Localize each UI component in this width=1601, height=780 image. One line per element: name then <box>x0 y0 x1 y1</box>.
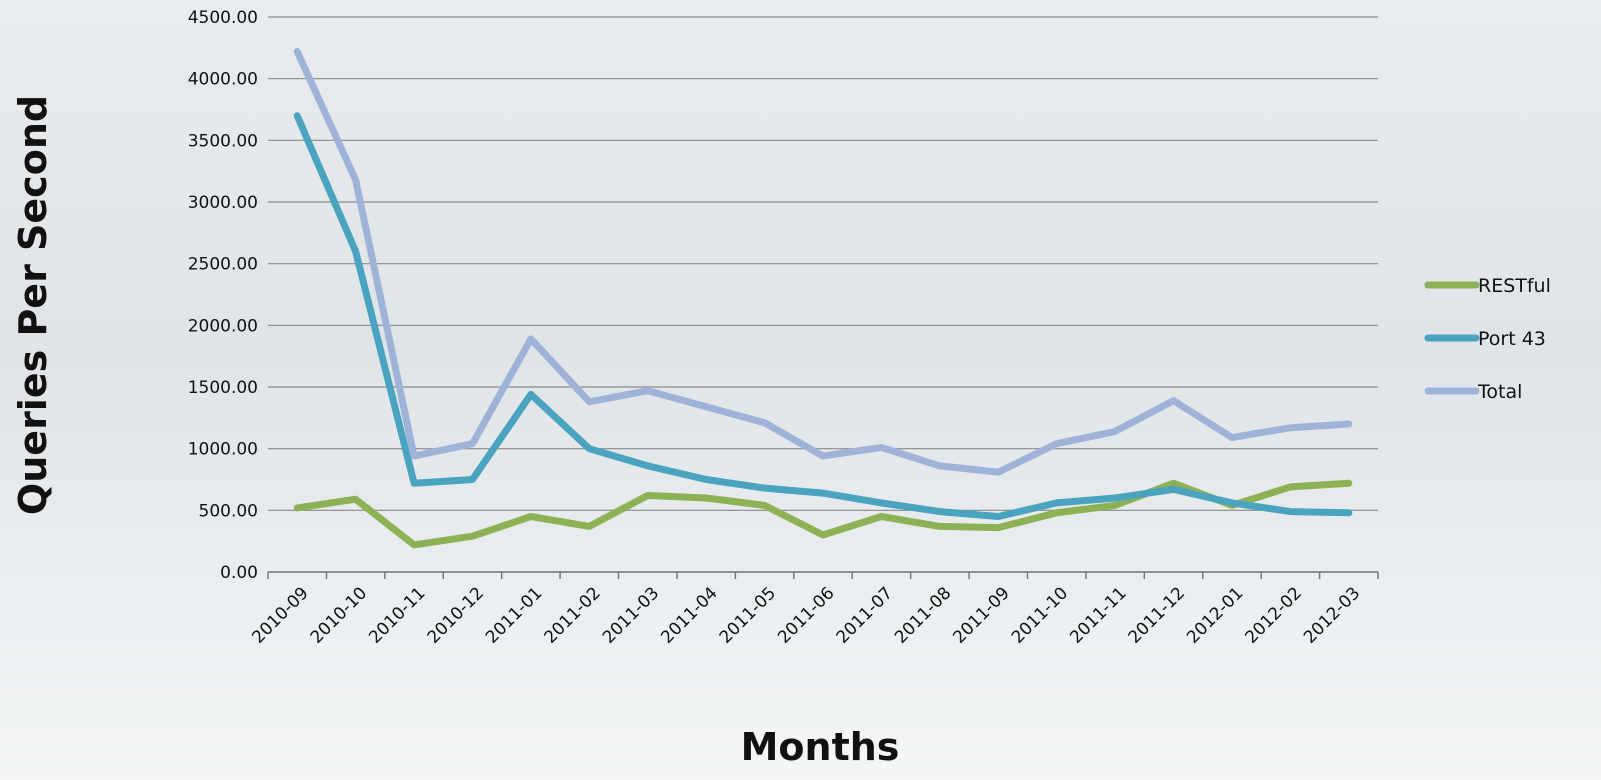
y-tick-label: 500.00 <box>199 501 258 521</box>
y-axis-title: Queries Per Second <box>11 95 55 515</box>
x-axis-title: Months <box>741 725 900 769</box>
y-tick-label: 3500.00 <box>188 131 258 151</box>
y-tick-label: 1000.00 <box>188 440 258 460</box>
y-tick-label: 4000.00 <box>188 70 258 90</box>
y-tick-label: 2500.00 <box>188 255 258 275</box>
legend-label: Total <box>1477 381 1522 403</box>
y-tick-label: 4500.00 <box>188 8 258 28</box>
y-tick-label: 3000.00 <box>188 193 258 213</box>
legend-label: Port 43 <box>1478 328 1546 350</box>
legend-label: RESTful <box>1478 275 1551 297</box>
y-tick-label: 2000.00 <box>188 316 258 336</box>
series-line <box>293 112 1353 520</box>
y-tick-label: 0.00 <box>220 563 258 583</box>
series-line <box>293 479 1353 549</box>
series-line <box>293 48 1353 476</box>
y-tick-label: 1500.00 <box>188 378 258 398</box>
